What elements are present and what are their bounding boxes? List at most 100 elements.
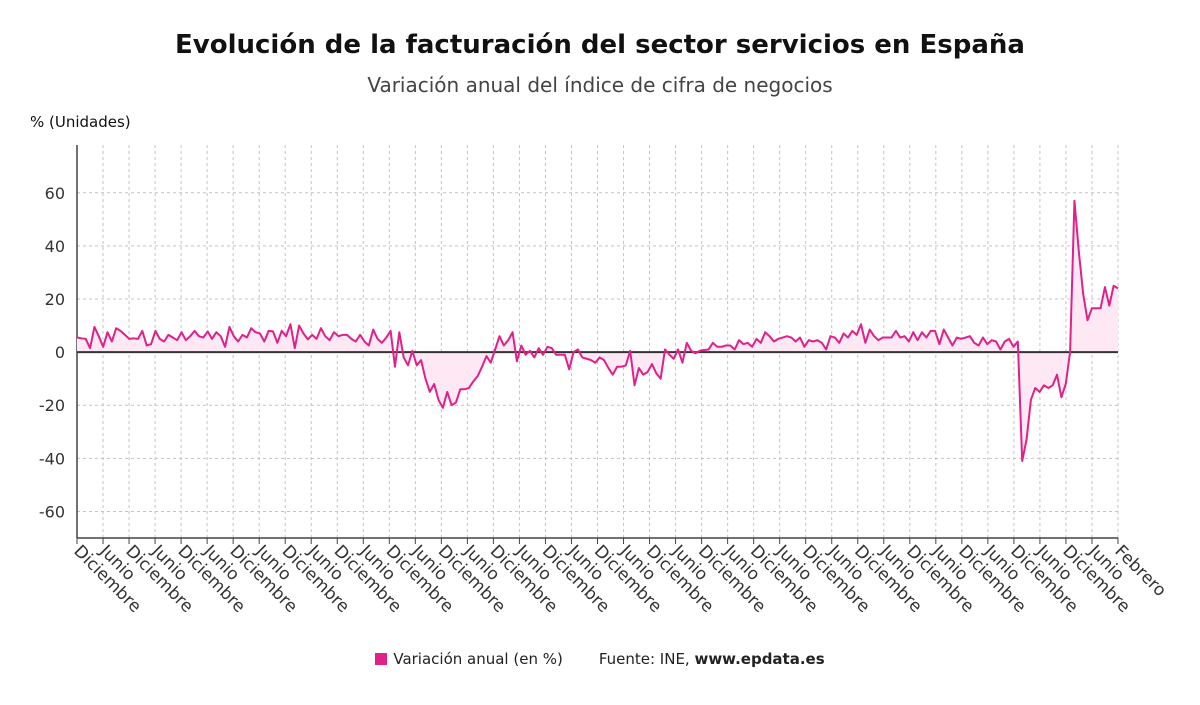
data-point [115,327,117,329]
data-point [873,335,875,337]
data-point [154,330,156,332]
data-point [1073,200,1075,202]
chart-svg: 6040200-20-40-60DiciembreJunioDiciembreJ… [39,145,1170,617]
data-point [790,336,792,338]
data-point [977,344,979,346]
data-point [1017,340,1019,342]
data-point [359,334,361,336]
data-point [394,366,396,368]
data-point [128,338,130,340]
data-point [768,335,770,337]
data-point [185,339,187,341]
data-point [516,360,518,362]
data-point [882,336,884,338]
data-point [655,372,657,374]
data-point [633,384,635,386]
data-point [437,399,439,401]
data-point [903,335,905,337]
data-point [812,340,814,342]
data-point [821,342,823,344]
data-point [847,336,849,338]
data-point [694,352,696,354]
data-point [76,336,78,338]
data-point [1012,346,1014,348]
data-point [829,335,831,337]
legend-swatch [375,653,388,665]
data-point [572,351,574,353]
data-point [1008,338,1010,340]
data-point [224,346,226,348]
data-point [376,338,378,340]
data-point [346,334,348,336]
data-point [472,380,474,382]
data-point [132,337,134,339]
data-point [860,323,862,325]
data-point [106,331,108,333]
data-point [228,326,230,328]
data-point [429,391,431,393]
data-point [551,347,553,349]
data-point [620,366,622,368]
data-point [524,354,526,356]
data-point [206,330,208,332]
data-point [333,331,335,333]
y-tick-label: -60 [39,502,65,521]
y-tick-label: -40 [39,449,65,468]
data-point [703,349,705,351]
data-point [716,346,718,348]
data-point [969,335,971,337]
data-point [934,330,936,332]
data-point [603,359,605,361]
data-point [990,339,992,341]
data-point [895,330,897,332]
data-point [337,335,339,337]
data-point [912,331,914,333]
data-point [899,336,901,338]
data-point [167,334,169,336]
data-point [198,335,200,337]
data-point [681,362,683,364]
data-point [180,331,182,333]
data-point [481,366,483,368]
data-point [1056,373,1058,375]
data-point [1069,351,1071,353]
data-point [363,340,365,342]
data-point [612,373,614,375]
data-point [690,350,692,352]
data-point [433,383,435,385]
data-point [193,330,195,332]
data-point [577,348,579,350]
data-point [677,348,679,350]
data-point [707,348,709,350]
data-point [751,346,753,348]
data-point [869,328,871,330]
data-point [594,362,596,364]
data-point [943,328,945,330]
data-point [459,388,461,390]
data-point [246,336,248,338]
data-point [494,348,496,350]
data-point [80,337,82,339]
data-point [568,368,570,370]
y-tick-label: 20 [45,290,65,309]
data-point [877,339,879,341]
data-point [442,407,444,409]
data-point [659,377,661,379]
legend-source-prefix: Fuente: INE, [598,650,695,668]
data-point [1025,439,1027,441]
data-point [864,342,866,344]
data-point [159,338,161,340]
data-point [311,334,313,336]
data-point [1038,391,1040,393]
data-point [747,342,749,344]
data-point [137,338,139,340]
data-point [424,377,426,379]
data-point [281,330,283,332]
data-point [799,336,801,338]
y-tick-label: 40 [45,237,65,256]
data-point [1065,383,1067,385]
data-point [250,327,252,329]
data-point [259,332,261,334]
data-point [150,343,152,345]
data-point [450,404,452,406]
